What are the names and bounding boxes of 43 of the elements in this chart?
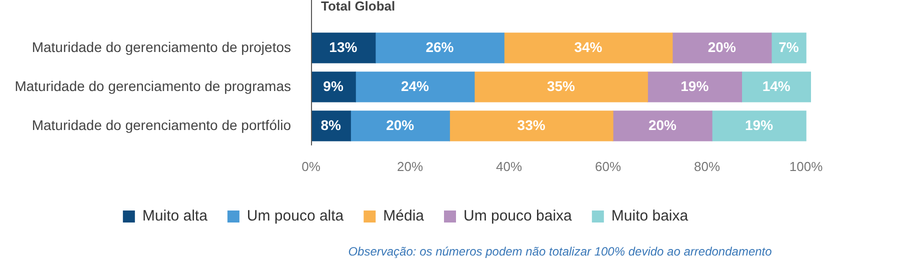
legend-label: Muito alta <box>142 208 208 225</box>
data-label: 35% <box>546 78 576 94</box>
data-label: 34% <box>574 38 603 55</box>
x-tick-label: 80% <box>694 158 720 174</box>
x-tick-label: 0% <box>302 158 321 174</box>
data-label: 9% <box>323 78 344 94</box>
data-label: 19% <box>680 78 710 94</box>
data-label: 20% <box>386 116 415 133</box>
bar <box>355 72 475 102</box>
bar <box>375 32 504 64</box>
data-label: 7% <box>778 38 800 55</box>
bar <box>311 32 376 64</box>
bar <box>741 72 811 102</box>
data-label: 24% <box>400 78 430 94</box>
bar <box>612 110 712 142</box>
data-label: 8% <box>320 116 342 133</box>
x-tick-label: 20% <box>396 158 424 174</box>
text: Observação: os números podem não totalizar 100% devido ao arredondamento <box>348 244 772 258</box>
data-label: 26% <box>426 38 454 55</box>
y-tick-label: Maturidade do gerenciamento de projetos <box>32 38 291 55</box>
data-label: 20% <box>708 38 736 55</box>
y-tick-label: Maturidade do gerenciamento de programas <box>14 78 291 94</box>
legend-label: Média <box>383 208 425 225</box>
x-tick-label: 60% <box>595 158 622 174</box>
data-label: 14% <box>762 78 791 94</box>
legend-label: Um pouco baixa <box>464 208 573 225</box>
bar <box>350 110 450 142</box>
legend-label: Um pouco alta <box>246 208 344 225</box>
bar <box>647 72 742 102</box>
legend-label: Muito baixa <box>611 208 689 225</box>
data-label: 19% <box>745 116 774 133</box>
bar <box>449 110 614 142</box>
data-label: 20% <box>648 116 678 133</box>
x-tick-label: 100% <box>789 158 824 174</box>
bar <box>712 110 806 142</box>
bar <box>504 32 673 64</box>
bar <box>672 32 772 64</box>
data-label: 13% <box>329 38 358 55</box>
chart-title: Total Global <box>321 0 396 14</box>
x-tick-label: 40% <box>496 158 522 174</box>
data-label: 33% <box>517 116 546 133</box>
y-tick-label: Maturidade do gerenciamento de portfólio <box>32 116 292 133</box>
bar <box>474 72 648 102</box>
